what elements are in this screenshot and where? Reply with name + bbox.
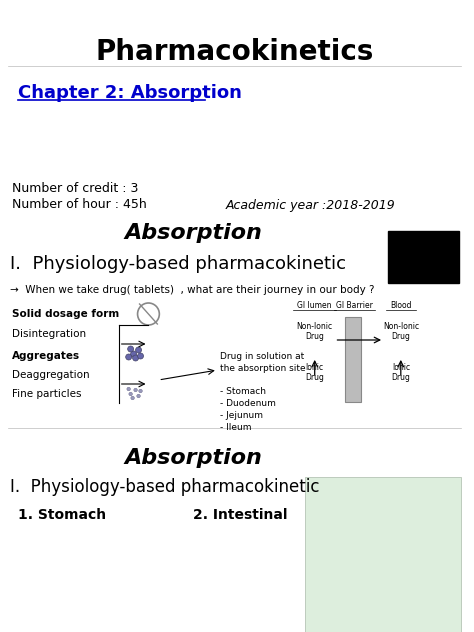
Circle shape (131, 396, 135, 400)
Text: Number of credit : 3: Number of credit : 3 (12, 181, 138, 195)
Text: I.  Physiology-based pharmacokinetic: I. Physiology-based pharmacokinetic (10, 255, 346, 273)
Text: Ionic
Drug: Ionic Drug (305, 363, 324, 382)
Text: I.  Physiology-based pharmacokinetic: I. Physiology-based pharmacokinetic (10, 478, 319, 496)
Text: Ionic
Drug: Ionic Drug (392, 363, 410, 382)
Text: Non-Ionic
Drug: Non-Ionic Drug (297, 322, 333, 341)
Circle shape (131, 351, 137, 357)
Circle shape (137, 353, 144, 359)
Text: Drug in solution at
the absorption site

- Stomach
- Duodenum
- Jejunum
- Ileum: Drug in solution at the absorption site … (220, 352, 305, 432)
Text: Aggregates: Aggregates (12, 351, 80, 361)
Circle shape (129, 392, 132, 396)
Circle shape (128, 346, 134, 352)
Text: Solid dosage form: Solid dosage form (12, 309, 119, 319)
Bar (346, 317, 361, 402)
Text: Absorption: Absorption (124, 223, 262, 243)
Bar (305, 477, 461, 632)
Circle shape (136, 347, 142, 353)
Text: 1. Stomach: 1. Stomach (18, 508, 106, 522)
Text: GI lumen: GI lumen (298, 300, 332, 310)
Text: Pharmacokinetics: Pharmacokinetics (95, 38, 374, 66)
Text: Academic year :2018-2019: Academic year :2018-2019 (226, 198, 395, 212)
Text: →  When we take drug( tablets)  , what are their journey in our body ?: → When we take drug( tablets) , what are… (10, 285, 374, 295)
Circle shape (133, 355, 138, 361)
Circle shape (126, 354, 132, 360)
Circle shape (139, 389, 142, 393)
Text: Deaggregation: Deaggregation (12, 370, 90, 380)
Text: GI Barrier: GI Barrier (336, 300, 373, 310)
Text: Chapter 2: Absorption: Chapter 2: Absorption (18, 84, 242, 102)
Text: Fine particles: Fine particles (12, 389, 82, 399)
Text: Non-Ionic
Drug: Non-Ionic Drug (383, 322, 419, 341)
Circle shape (127, 387, 130, 391)
Text: Disintegration: Disintegration (12, 329, 86, 339)
Text: 2. Intestinal: 2. Intestinal (193, 508, 288, 522)
Bar (388, 231, 459, 283)
Text: Number of hour : 45h: Number of hour : 45h (12, 198, 146, 212)
Circle shape (134, 388, 137, 392)
Text: Blood: Blood (390, 300, 411, 310)
Text: Absorption: Absorption (124, 448, 262, 468)
Circle shape (137, 394, 140, 398)
